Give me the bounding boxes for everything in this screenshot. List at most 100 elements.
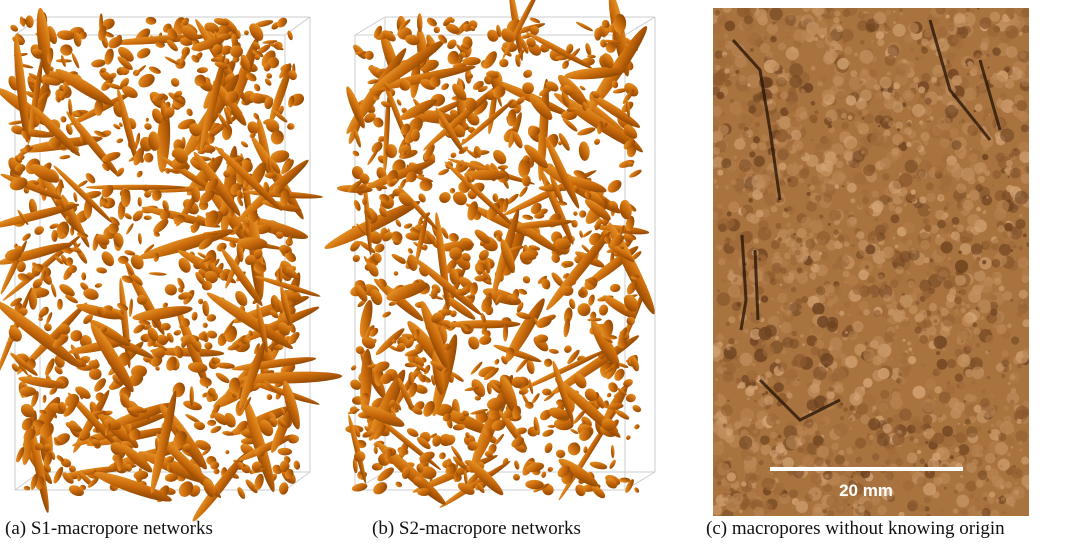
soil-grain	[907, 341, 911, 345]
pore	[346, 414, 368, 484]
soil-grain	[954, 309, 959, 314]
soil-grain	[903, 221, 915, 233]
soil-grain	[925, 441, 928, 444]
soil-grain	[918, 86, 925, 93]
soil-grain	[874, 84, 880, 90]
soil-grain	[734, 429, 736, 431]
soil-grain	[881, 223, 889, 231]
soil-grain	[1018, 257, 1030, 269]
soil-grain	[850, 198, 855, 203]
pore	[144, 215, 152, 220]
soil-grain	[878, 401, 890, 413]
soil-grain	[919, 458, 925, 464]
pore	[145, 16, 157, 25]
soil-grain	[937, 359, 948, 370]
soil-grain	[951, 231, 960, 240]
soil-grain	[981, 508, 990, 517]
soil-grain	[888, 342, 892, 346]
pore	[169, 76, 181, 88]
soil-grain	[882, 247, 894, 259]
soil-grain	[1016, 100, 1027, 111]
soil-grain	[812, 277, 815, 280]
soil-grain	[881, 285, 886, 290]
pore	[405, 427, 419, 439]
pore	[394, 481, 403, 489]
soil-grain	[791, 130, 802, 141]
soil-grain	[800, 112, 808, 120]
soil-grain	[910, 197, 916, 203]
pore	[567, 442, 581, 457]
soil-grain	[839, 311, 844, 316]
soil-grain	[993, 26, 1000, 33]
soil-grain	[921, 363, 925, 367]
soil-grain	[786, 101, 798, 113]
soil-grain	[801, 89, 806, 94]
soil-grain	[961, 302, 966, 307]
soil-grain	[829, 387, 834, 392]
pore	[587, 294, 596, 307]
soil-grain	[810, 383, 820, 393]
soil-grain	[888, 205, 895, 212]
soil-grain	[1007, 324, 1012, 329]
soil-grain	[949, 138, 951, 140]
soil-grain	[951, 449, 953, 451]
pore	[393, 271, 398, 276]
soil-grain	[780, 91, 788, 99]
pore	[42, 395, 46, 404]
soil-grain	[783, 457, 794, 468]
soil-grain	[945, 404, 948, 407]
pore	[631, 404, 642, 414]
soil-grain	[810, 220, 823, 233]
pore	[547, 425, 555, 428]
soil-grain	[717, 289, 720, 292]
pore	[33, 224, 46, 236]
soil-grain	[790, 138, 793, 141]
soil-grain	[739, 436, 753, 450]
soil-grain	[711, 505, 722, 516]
soil-grain	[838, 229, 841, 232]
soil-grain	[880, 158, 891, 169]
soil-grain	[892, 391, 901, 400]
soil-grain	[727, 472, 736, 481]
soil-grain	[769, 7, 782, 20]
soil-grain	[788, 228, 794, 234]
soil-grain	[908, 356, 916, 364]
soil-grain	[756, 210, 764, 218]
soil-grain	[992, 75, 1006, 89]
soil-grain	[865, 341, 869, 345]
soil-grain	[908, 347, 912, 351]
soil-grain	[913, 449, 917, 453]
pore	[125, 222, 135, 235]
pore	[625, 434, 632, 441]
soil-grain	[935, 4, 945, 14]
soil-grain	[982, 118, 986, 122]
soil-grain	[1002, 511, 1005, 514]
soil-grain	[946, 160, 959, 173]
soil-grain	[869, 69, 877, 77]
soil-grain	[825, 109, 837, 121]
soil-grain	[975, 104, 983, 112]
soil-grain	[954, 447, 959, 452]
soil-grain	[872, 336, 884, 348]
soil-grain	[922, 290, 931, 299]
pore	[371, 480, 390, 497]
soil-grain	[848, 115, 853, 120]
soil-grain	[983, 446, 986, 449]
soil-grain	[899, 8, 902, 11]
soil-grain	[1019, 214, 1023, 218]
soil-grain	[721, 405, 733, 417]
pore	[589, 460, 608, 471]
soil-grain	[872, 406, 877, 411]
soil-grain	[746, 213, 755, 222]
soil-grain	[957, 354, 970, 367]
soil-grain	[1021, 124, 1029, 132]
soil-grain	[958, 444, 969, 455]
pore	[185, 107, 194, 117]
soil-grain	[900, 358, 907, 365]
soil-grain	[992, 259, 1001, 268]
soil-grain	[829, 294, 839, 304]
soil-grain	[721, 158, 731, 168]
soil-grain	[1019, 32, 1023, 36]
soil-grain	[991, 424, 994, 427]
soil-grain	[860, 40, 865, 45]
